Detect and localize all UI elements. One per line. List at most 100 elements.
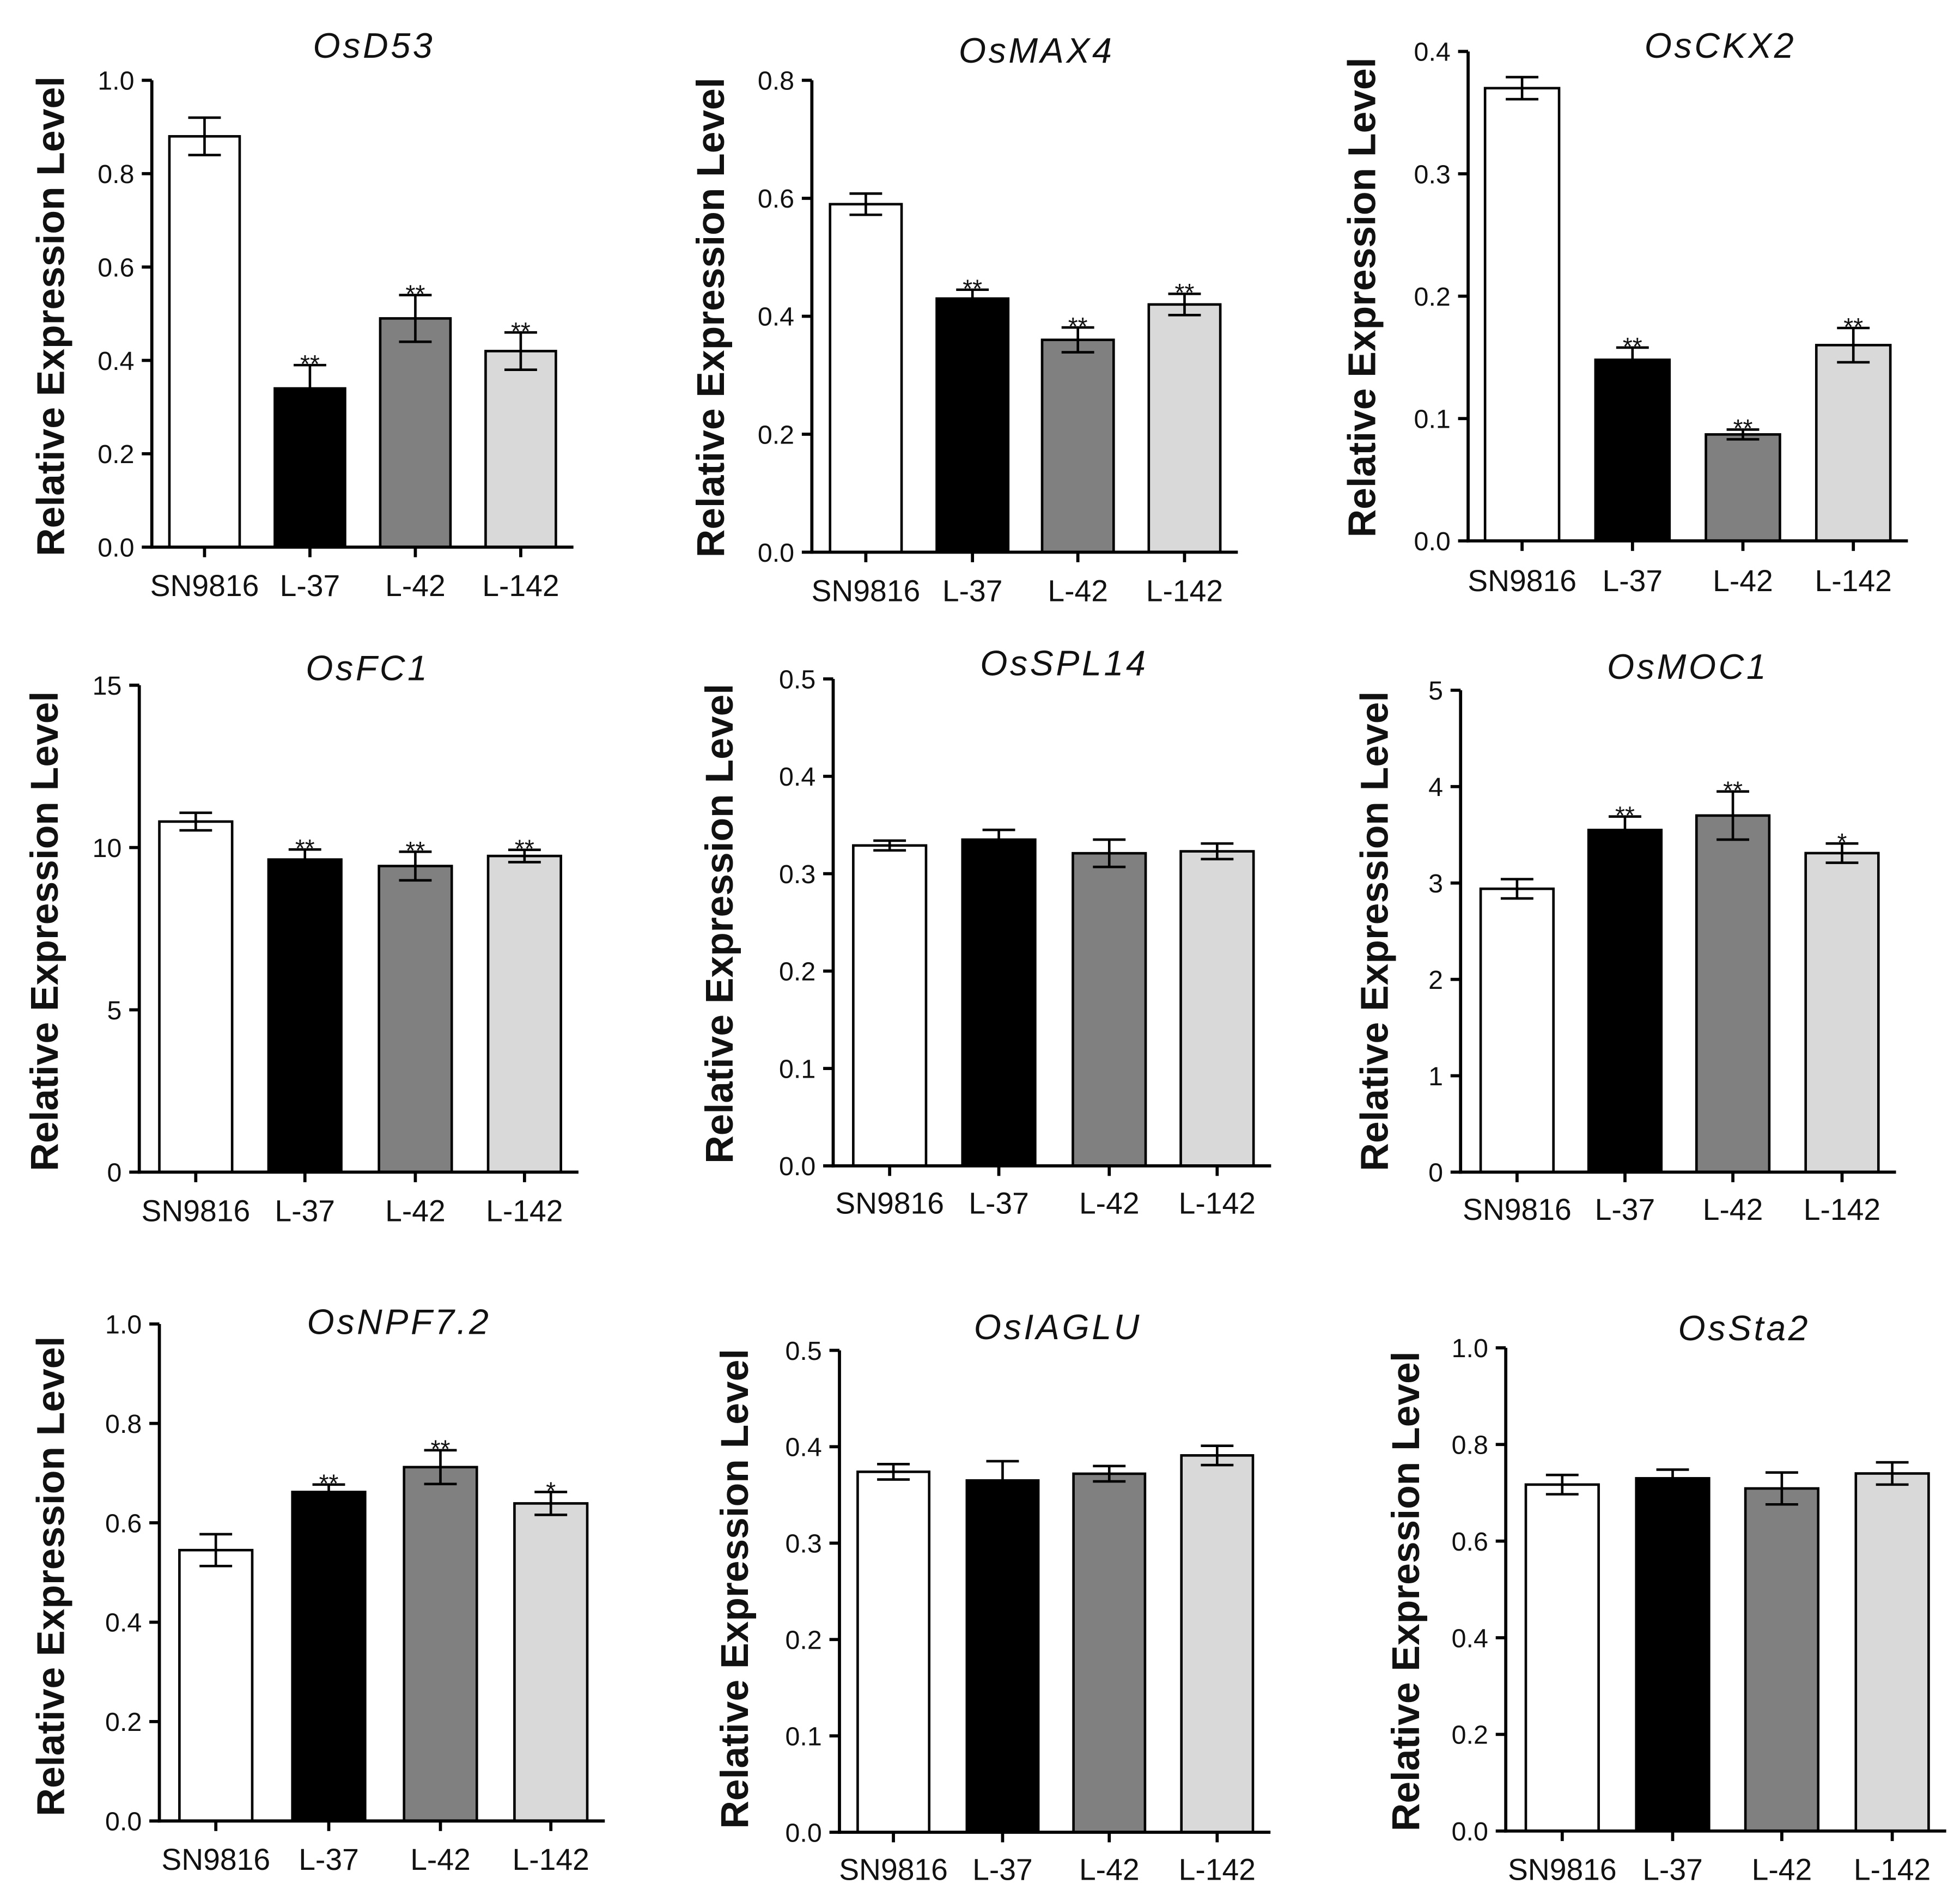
chart-5-y-tick-label-1: 1 (1428, 1062, 1443, 1091)
chart-6-y-tick-label-1: 0.2 (105, 1707, 142, 1737)
chart-7-bar-0 (856, 1470, 931, 1834)
chart-4-y-tick-label-2: 0.2 (779, 957, 815, 987)
chart-1-error-bar-2 (1061, 326, 1094, 354)
chart-7-y-tick-label-5: 0.5 (786, 1336, 822, 1366)
chart-4-error-bar-0 (873, 839, 906, 852)
chart-0-category-label-1: L-37 (280, 569, 340, 603)
chart-2-bar-3 (1815, 344, 1892, 543)
chart-0-significance-mark-1: ** (300, 350, 320, 378)
chart-5-category-label-0: SN9816 (1463, 1193, 1572, 1226)
chart-3-title: OsFC1 (306, 648, 429, 688)
chart-0-bar-0 (168, 135, 241, 549)
chart-6-significance-mark-1: ** (319, 1469, 339, 1498)
chart-3-significance-mark-2: ** (406, 836, 425, 865)
chart-1-category-label-2: L-42 (1048, 574, 1108, 607)
chart-8-bar-1 (1635, 1477, 1711, 1833)
chart-3-significance-mark-3: ** (515, 835, 534, 863)
chart-7-error-bar-2 (1093, 1464, 1126, 1483)
chart-3-category-label-0: SN9816 (141, 1194, 250, 1227)
chart-6-bar-0 (178, 1548, 254, 1822)
chart-2-y-tick-label-0: 0.0 (1414, 527, 1451, 556)
chart-5-bar-0 (1479, 888, 1555, 1174)
chart-7-y-tick-label-1: 0.1 (786, 1722, 822, 1751)
chart-0-category-label-3: L-142 (482, 569, 559, 603)
chart-6-category-label-1: L-37 (299, 1843, 359, 1876)
chart-8-category-label-0: SN9816 (1508, 1853, 1617, 1887)
chart-2-error-bar-3 (1837, 326, 1870, 364)
chart-5-y-tick-label-0: 0 (1428, 1158, 1443, 1188)
chart-2-error-bar-2 (1726, 428, 1760, 441)
chart-0-y-tick-label-2: 0.4 (98, 347, 134, 376)
chart-0-bar-3 (484, 350, 557, 549)
chart-panel-7: 0.0 0.1 0.2 0.3 0.4 0.5 SN9816 L-37 L-42 L-142 OsI… (713, 1308, 1271, 1887)
chart-7-error-bar-1 (986, 1460, 1019, 1502)
chart-2-category-label-2: L-42 (1713, 564, 1773, 598)
chart-8-category-label-1: L-37 (1642, 1853, 1703, 1887)
chart-6-error-bar-3 (534, 1491, 568, 1516)
chart-4-y-axis-label: Relative Expression Level (698, 684, 741, 1164)
chart-0-category-label-2: L-42 (385, 569, 446, 603)
chart-6-y-tick-label-2: 0.4 (105, 1608, 142, 1638)
chart-3-y-tick-label-0: 0 (107, 1158, 122, 1188)
chart-1-error-bar-0 (849, 192, 882, 216)
chart-2-significance-mark-3: ** (1843, 313, 1863, 341)
chart-8-y-tick-label-2: 0.4 (1452, 1624, 1488, 1653)
chart-6-error-bar-2 (424, 1449, 457, 1486)
chart-2-error-bar-1 (1616, 346, 1649, 374)
chart-7-bar-3 (1180, 1454, 1255, 1834)
chart-3-significance-mark-1: ** (295, 834, 315, 862)
chart-2-y-tick-label-2: 0.2 (1414, 282, 1451, 312)
chart-7-y-tick-label-4: 0.4 (786, 1433, 822, 1462)
chart-8-y-tick-label-3: 0.6 (1452, 1527, 1488, 1557)
chart-5-title: OsMOC1 (1607, 647, 1768, 686)
chart-8-y-tick-label-1: 0.2 (1452, 1721, 1488, 1750)
chart-3-bar-1 (267, 858, 343, 1174)
chart-panel-3: ** ** ** 0 5 10 15 SN9816 L-37 L-42 L-142 OsFC1 Rela… (23, 648, 579, 1227)
chart-6-error-bar-0 (199, 1533, 233, 1567)
chart-7-error-bar-3 (1201, 1444, 1234, 1467)
chart-4-error-bar-3 (1201, 842, 1234, 861)
chart-0-bar-2 (379, 317, 452, 549)
chart-4-category-label-0: SN9816 (835, 1186, 944, 1220)
chart-4-error-bar-2 (1093, 838, 1126, 868)
chart-3-y-axis-label: Relative Expression Level (23, 691, 66, 1171)
chart-4-title: OsSPL14 (980, 643, 1148, 683)
chart-4-y-tick-label-3: 0.3 (779, 860, 815, 889)
chart-0-error-bar-3 (504, 331, 537, 371)
chart-6-y-tick-label-3: 0.6 (105, 1509, 142, 1538)
chart-3-category-label-2: L-42 (385, 1194, 446, 1227)
chart-5-significance-mark-2: ** (1723, 776, 1743, 804)
chart-0-title: OsD53 (313, 26, 435, 65)
chart-5-error-bar-0 (1500, 878, 1533, 900)
chart-3-error-bar-1 (288, 848, 321, 871)
chart-3-bar-3 (486, 854, 562, 1174)
chart-5-bar-1 (1587, 829, 1663, 1174)
chart-8-bar-3 (1854, 1472, 1930, 1833)
chart-3-bar-0 (158, 820, 234, 1174)
chart-5-category-label-2: L-42 (1703, 1193, 1763, 1226)
chart-3-error-bar-0 (179, 811, 212, 832)
chart-6-y-axis-label: Relative Expression Level (29, 1336, 72, 1816)
chart-5-y-tick-label-3: 3 (1428, 869, 1443, 898)
chart-0-error-bar-0 (188, 116, 221, 156)
chart-5-category-label-1: L-37 (1595, 1193, 1655, 1226)
chart-3-y-tick-label-3: 15 (93, 671, 122, 701)
chart-1-y-tick-label-1: 0.2 (758, 420, 794, 449)
chart-7-y-tick-label-2: 0.2 (786, 1626, 822, 1655)
chart-6-bar-3 (513, 1502, 589, 1822)
chart-1-bar-2 (1040, 338, 1115, 554)
chart-7-y-tick-label-0: 0.0 (786, 1818, 822, 1848)
chart-6-error-bar-1 (312, 1483, 345, 1501)
chart-1-error-bar-3 (1168, 293, 1201, 317)
chart-3-category-label-1: L-37 (275, 1194, 335, 1227)
chart-8-category-label-2: L-42 (1752, 1853, 1812, 1887)
chart-1-bar-0 (829, 203, 903, 554)
chart-5-y-axis-label: Relative Expression Level (1353, 691, 1397, 1171)
chart-2-error-bar-0 (1506, 76, 1539, 101)
chart-0-category-label-0: SN9816 (150, 569, 259, 603)
chart-6-y-tick-label-4: 0.8 (105, 1409, 142, 1439)
chart-0-y-axis-label: Relative Expression Level (29, 76, 72, 556)
